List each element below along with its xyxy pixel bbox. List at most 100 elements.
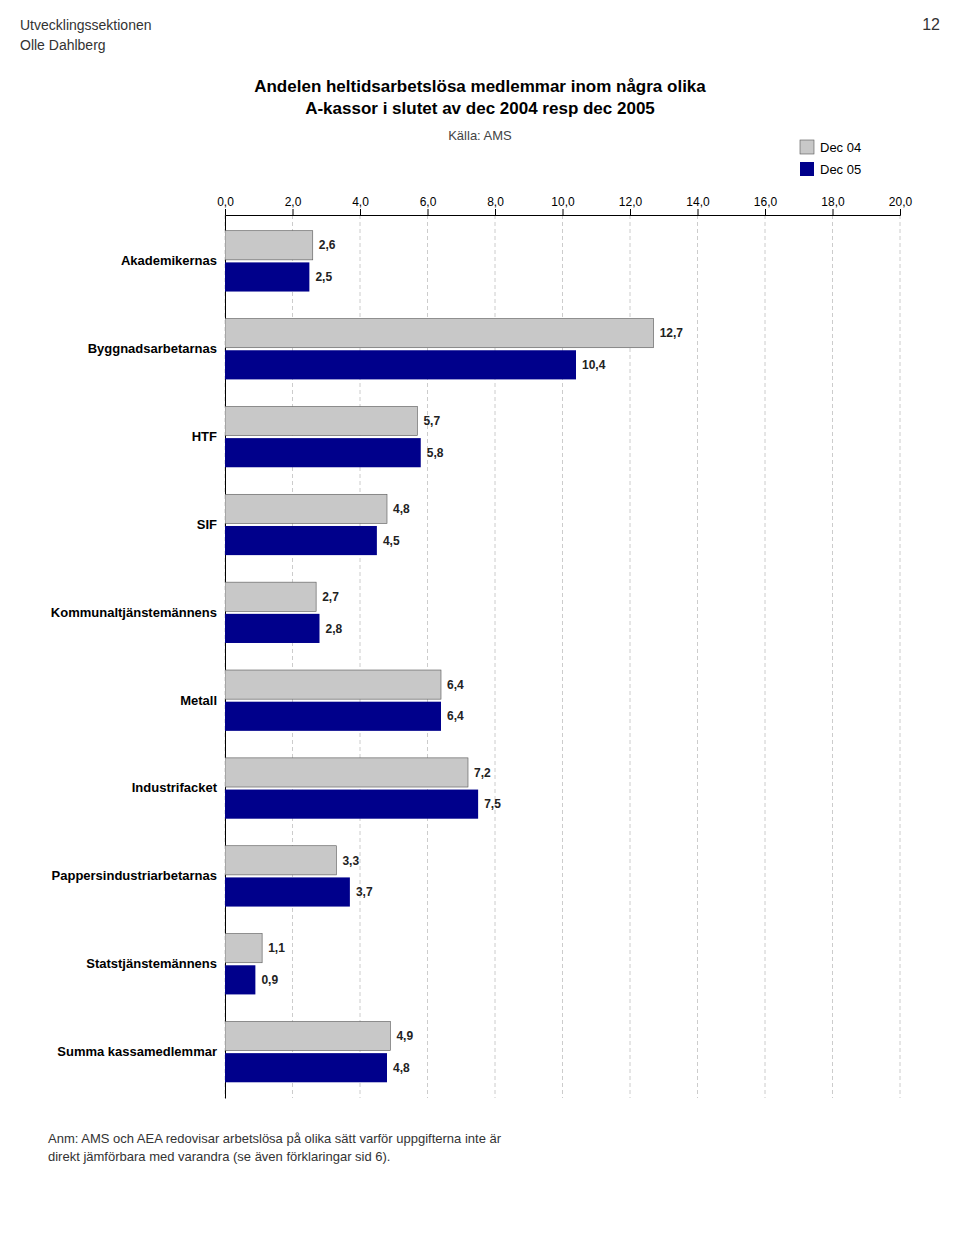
- data-label: 3,7: [356, 885, 373, 899]
- bars: [225, 231, 654, 1083]
- data-labels: 2,612,75,74,82,76,47,23,31,14,92,510,45,…: [261, 238, 683, 1074]
- bar: [225, 790, 478, 819]
- x-tick: 2,0: [285, 195, 302, 215]
- x-tick: 10,0: [551, 195, 575, 215]
- data-label: 0,9: [261, 973, 278, 987]
- bar: [225, 350, 576, 379]
- x-tick-label: 8,0: [487, 195, 504, 209]
- x-tick: 16,0: [754, 195, 778, 215]
- bar: [225, 406, 417, 435]
- x-tick-label: 2,0: [285, 195, 302, 209]
- y-tick-label: Pappersindustriarbetarnas: [52, 868, 217, 883]
- y-tick: Statstjänstemännens: [86, 956, 225, 971]
- y-tick: Kommunaltjänstemännens: [51, 605, 225, 620]
- bar: [225, 965, 255, 994]
- bar: [225, 1021, 390, 1050]
- y-tick: Metall: [180, 693, 225, 708]
- x-tick-mark: [630, 209, 631, 215]
- x-tick-mark: [563, 209, 564, 215]
- y-tick: Byggnadsarbetarnas: [88, 341, 225, 356]
- legend-swatch: [800, 162, 814, 176]
- y-tick: HTF: [192, 429, 225, 444]
- x-axis-line: [226, 209, 901, 216]
- x-tick-label: 20,0: [889, 195, 913, 209]
- bar: [225, 494, 387, 523]
- bar: [225, 670, 441, 699]
- x-tick-mark: [293, 209, 294, 215]
- data-label: 2,5: [315, 270, 332, 284]
- x-tick-mark: [428, 209, 429, 215]
- legend-item: Dec 04: [800, 140, 861, 155]
- x-tick: 20,0: [889, 195, 913, 215]
- y-tick-label: Akademikernas: [121, 253, 217, 268]
- bar: [225, 582, 316, 611]
- data-label: 5,7: [423, 414, 440, 428]
- bar-series: [225, 231, 654, 1051]
- bar: [225, 614, 320, 643]
- legend-swatch: [800, 140, 814, 154]
- bar: [225, 702, 441, 731]
- y-tick-label: Kommunaltjänstemännens: [51, 605, 217, 620]
- x-tick: 8,0: [487, 195, 504, 215]
- bar: [225, 1053, 387, 1082]
- y-tick-label: Metall: [180, 693, 217, 708]
- bar: [225, 934, 262, 963]
- x-tick: 14,0: [686, 195, 710, 215]
- data-label: 2,7: [322, 590, 339, 604]
- data-label: 2,8: [326, 622, 343, 636]
- grid-line: [765, 215, 766, 1098]
- footer-line: Anm: AMS och AEA redovisar arbetslösa på…: [48, 1131, 502, 1146]
- bar: [225, 846, 336, 875]
- data-label: 6,4: [447, 678, 464, 692]
- x-tick-mark: [833, 209, 834, 215]
- x-tick-mark: [765, 209, 766, 215]
- data-label: 10,4: [582, 358, 606, 372]
- y-tick-label: SIF: [197, 517, 217, 532]
- x-tick-label: 0,0: [217, 195, 234, 209]
- y-tick: Industrifacket: [132, 780, 225, 795]
- x-tick-label: 6,0: [420, 195, 437, 209]
- title: Andelen heltidsarbetslösa medlemmar inom…: [254, 77, 706, 118]
- page-number: 12: [922, 16, 940, 33]
- x-tick-label: 12,0: [619, 195, 643, 209]
- y-tick-label: Summa kassamedlemmar: [57, 1044, 217, 1059]
- bar-series: [225, 262, 576, 1082]
- footer-line: direkt jämförbara med varandra (se även …: [48, 1149, 390, 1164]
- data-label: 4,8: [393, 502, 410, 516]
- grid-line: [900, 215, 901, 1098]
- y-tick: SIF: [197, 517, 225, 532]
- bar: [225, 526, 377, 555]
- plot-area: 0,0 2,0 4,0 6,0 8,0 10,0 12,0 14,0 16,0 18,0 20,0 A…: [51, 195, 913, 1099]
- data-label: 3,3: [342, 854, 359, 868]
- grid: [225, 215, 900, 1098]
- y-tick-label: Byggnadsarbetarnas: [88, 341, 217, 356]
- x-tick: 6,0: [420, 195, 437, 215]
- data-label: 6,4: [447, 709, 464, 723]
- title-line: A-kassor i slutet av dec 2004 resp dec 2…: [305, 99, 655, 118]
- bar: [225, 319, 654, 348]
- x-axis: 0,0 2,0 4,0 6,0 8,0 10,0 12,0 14,0 16,0 18,0 20,0: [217, 195, 912, 216]
- bar: [225, 438, 421, 467]
- data-label: 7,5: [484, 797, 501, 811]
- data-label: 5,8: [427, 446, 444, 460]
- title-line: Andelen heltidsarbetslösa medlemmar inom…: [254, 77, 706, 96]
- x-tick-label: 4,0: [352, 195, 369, 209]
- grid-line: [697, 215, 698, 1098]
- y-tick: Pappersindustriarbetarnas: [52, 868, 225, 883]
- data-label: 7,2: [474, 766, 491, 780]
- subtitle: Källa: AMS: [448, 128, 512, 143]
- legend-label: Dec 04: [820, 140, 861, 155]
- y-tick: Summa kassamedlemmar: [57, 1044, 225, 1059]
- x-tick-label: 14,0: [686, 195, 710, 209]
- bar: [225, 262, 309, 291]
- data-label: 4,8: [393, 1061, 410, 1075]
- header-line: Olle Dahlberg: [20, 37, 106, 53]
- x-tick-mark: [698, 209, 699, 215]
- x-tick-label: 18,0: [821, 195, 845, 209]
- legend-item: Dec 05: [800, 162, 861, 177]
- footer: Anm: AMS och AEA redovisar arbetslösa på…: [48, 1131, 502, 1164]
- x-tick: 18,0: [821, 195, 845, 215]
- data-label: 4,5: [383, 534, 400, 548]
- data-label: 4,9: [396, 1029, 413, 1043]
- chart: UtvecklingssektionenOlle Dahlberg12Anm: …: [0, 0, 960, 1248]
